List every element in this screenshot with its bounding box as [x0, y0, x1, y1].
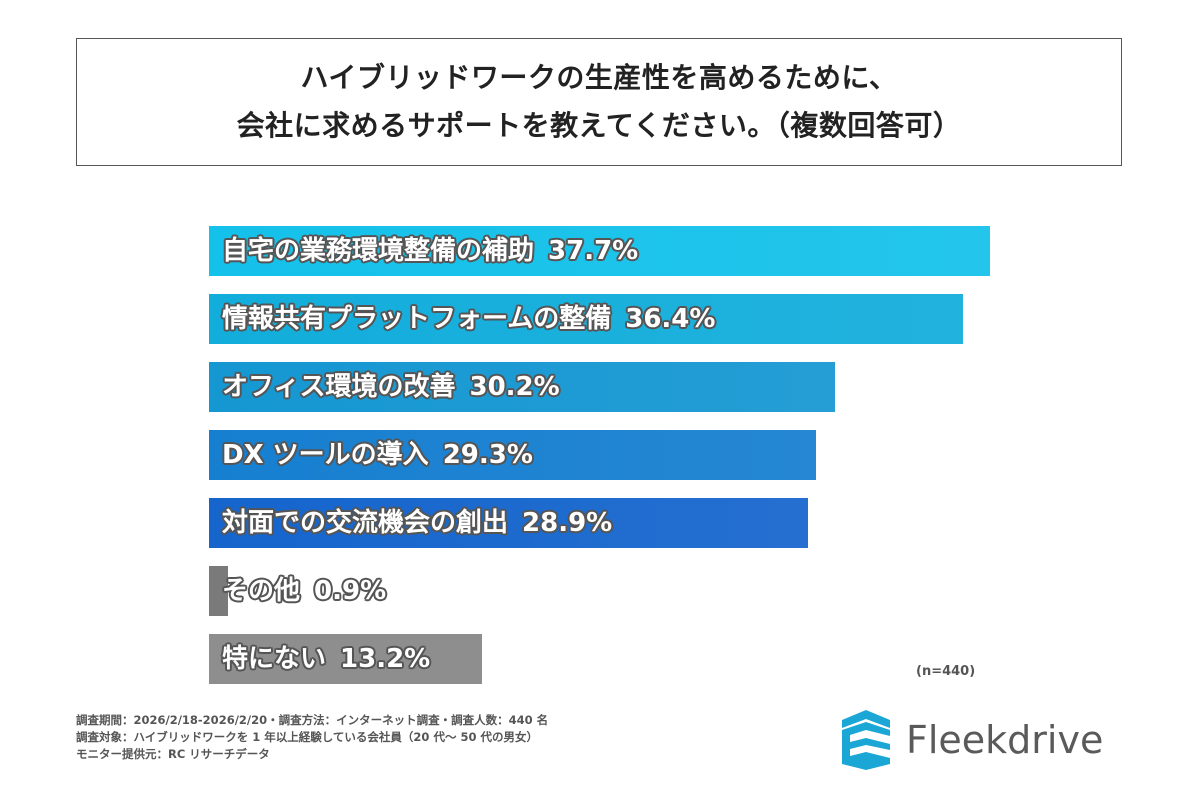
sample-size-note: (n=440): [916, 664, 976, 679]
fleekdrive-logo-icon: [842, 710, 890, 770]
bar-label: 自宅の業務環境整備の補助 37.7%: [222, 226, 638, 276]
bar: [209, 362, 835, 412]
bar: [209, 566, 228, 616]
category-label: 自宅の業務環境整備の補助: [222, 236, 535, 266]
value-label: 13.2%: [340, 644, 431, 674]
title-line-2: 会社に求めるサポートを教えてください。（複数回答可）: [236, 109, 962, 142]
chart-title: ハイブリッドワークの生産性を高めるために、 会社に求めるサポートを教えてください…: [76, 38, 1122, 166]
bar: [209, 226, 990, 276]
category-label: 対面での交流機会の創出: [222, 508, 509, 538]
category-label: 情報共有プラットフォームの整備: [222, 304, 612, 334]
bar-label: オフィス環境の改善 30.2%: [222, 362, 560, 412]
value-label: 28.9%: [522, 508, 613, 538]
value-label: 37.7%: [548, 236, 639, 266]
footer-line: モニター提供元：RC リサーチデータ: [76, 747, 270, 761]
bar: [209, 498, 808, 548]
footer-line: 調査対象：ハイブリッドワークを 1 年以上経験している会社員（20 代～ 50 …: [76, 730, 538, 744]
value-label: 30.2%: [469, 372, 560, 402]
bar-label: その他 0.9%: [222, 566, 386, 616]
footer-line: 調査期間：2026/2/18-2026/2/20・調査方法：インターネット調査・…: [76, 713, 549, 727]
bar-label: 対面での交流機会の創出 28.9%: [222, 498, 612, 548]
bar-label: 特にない 13.2%: [222, 634, 430, 684]
value-label: 36.4%: [625, 304, 716, 334]
title-line-1: ハイブリッドワークの生産性を高めるために、: [300, 61, 898, 94]
value-label: 0.9%: [314, 576, 387, 606]
bar: [209, 294, 964, 344]
bar-label: DX ツールの導入 29.3%: [222, 430, 533, 480]
category-label: 特にない: [222, 644, 327, 674]
survey-footer: 調査期間：2026/2/18-2026/2/20・調査方法：インターネット調査・…: [76, 712, 548, 763]
bar-label: 情報共有プラットフォームの整備 36.4%: [222, 294, 715, 344]
fleekdrive-logo: Fleekdrive: [842, 708, 1103, 772]
bar: [209, 634, 483, 684]
category-label: オフィス環境の改善: [222, 372, 456, 402]
category-label: その他: [222, 576, 301, 606]
value-label: 29.3%: [442, 440, 533, 470]
bar: [209, 430, 816, 480]
category-label: DX ツールの導入: [222, 440, 429, 470]
logo-text: Fleekdrive: [906, 718, 1104, 762]
